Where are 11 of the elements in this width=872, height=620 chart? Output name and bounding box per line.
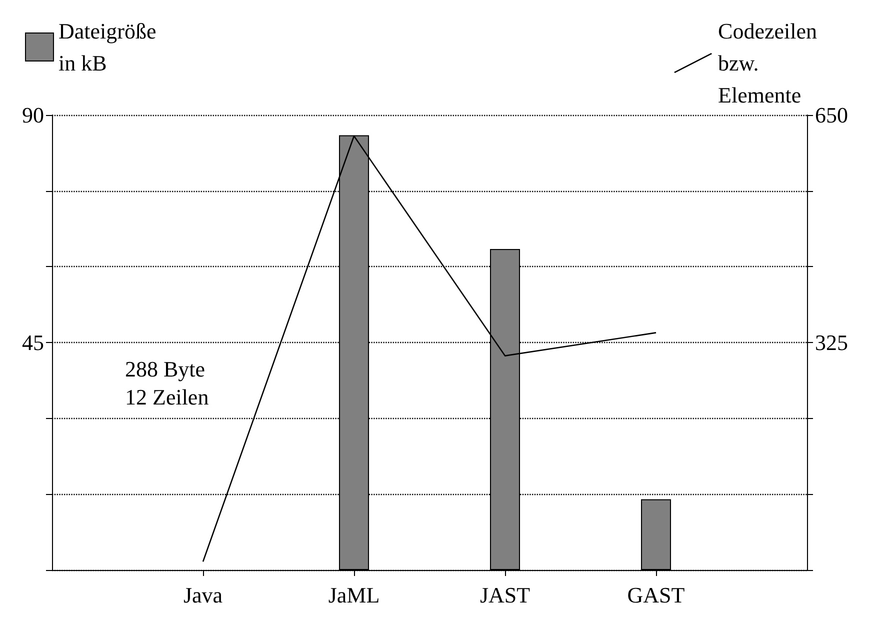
y-tick-label: 90 — [22, 102, 44, 128]
annotation: 288 Byte 12 Zeilen — [125, 356, 209, 410]
x-tick-label: Java — [183, 582, 223, 608]
y2-tick-label: 325 — [815, 330, 848, 355]
x-tick-label: GAST — [627, 582, 686, 608]
x-tick-label: JaML — [328, 582, 380, 608]
x-tick-label: JAST — [480, 582, 531, 608]
legend-label: Dateigröße in kB — [58, 18, 156, 76]
y-tick-label: 45 — [22, 330, 44, 355]
legend-label: Codezeilen bzw. Elemente — [718, 18, 818, 108]
y2-tick-label: 650 — [815, 102, 848, 128]
